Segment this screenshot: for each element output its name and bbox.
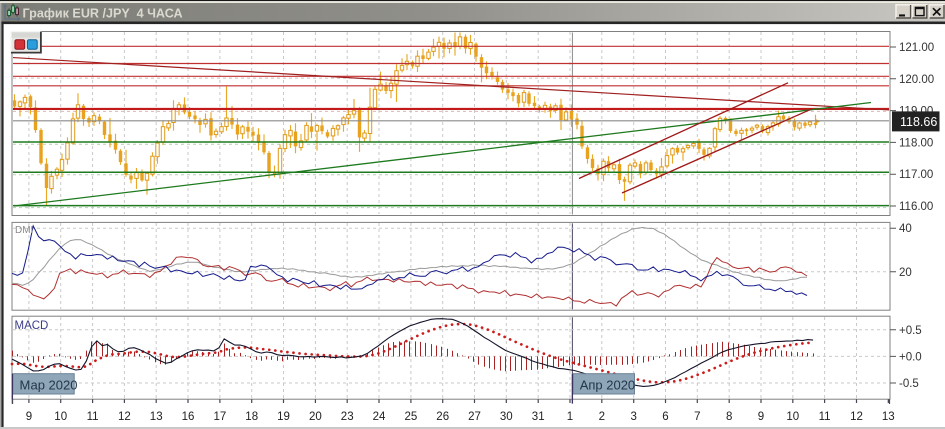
svg-text:10: 10: [786, 411, 799, 423]
svg-text:11: 11: [819, 411, 831, 423]
svg-text:30: 30: [500, 411, 513, 423]
svg-text:19: 19: [277, 411, 290, 423]
svg-text:1: 1: [567, 411, 573, 423]
svg-text:118.66: 118.66: [900, 115, 937, 129]
svg-text:20: 20: [899, 267, 912, 279]
svg-text:120.00: 120.00: [899, 74, 934, 86]
svg-text:117.00: 117.00: [899, 169, 933, 181]
svg-text:13: 13: [150, 411, 163, 423]
svg-text:Апр 2020: Апр 2020: [580, 377, 635, 392]
svg-text:121.00: 121.00: [899, 42, 934, 54]
svg-text:10: 10: [54, 411, 67, 423]
svg-text:12: 12: [118, 411, 131, 423]
svg-text:+0.0: +0.0: [899, 352, 922, 364]
svg-text:DMI: DMI: [15, 225, 33, 236]
svg-text:27: 27: [468, 411, 481, 423]
svg-text:График EUR /JPY 4 ЧАСА: График EUR /JPY 4 ЧАСА: [23, 6, 183, 20]
svg-text:MACD: MACD: [15, 320, 49, 332]
svg-text:20: 20: [309, 411, 322, 423]
svg-text:7: 7: [694, 411, 700, 423]
svg-text:Мар 2020: Мар 2020: [20, 377, 78, 392]
svg-text:26: 26: [436, 411, 449, 423]
svg-text:9: 9: [26, 411, 32, 423]
svg-text:3: 3: [630, 411, 636, 423]
svg-text:9: 9: [758, 411, 764, 423]
svg-text:24: 24: [373, 411, 386, 423]
svg-text:6: 6: [662, 411, 668, 423]
svg-text:16: 16: [182, 411, 195, 423]
svg-text:40: 40: [899, 223, 912, 235]
svg-text:13: 13: [882, 411, 895, 423]
svg-text:118.00: 118.00: [899, 137, 933, 149]
svg-text:116.00: 116.00: [899, 201, 933, 213]
svg-text:18: 18: [245, 411, 258, 423]
svg-text:2: 2: [599, 411, 605, 423]
svg-text:8: 8: [726, 411, 732, 423]
svg-text:25: 25: [405, 411, 418, 423]
svg-text:12: 12: [850, 411, 863, 423]
svg-text:31: 31: [532, 411, 545, 423]
svg-text:23: 23: [341, 411, 354, 423]
svg-text:+0.5: +0.5: [899, 325, 922, 337]
svg-text:-0.5: -0.5: [899, 378, 919, 390]
svg-text:11: 11: [87, 411, 99, 423]
svg-text:17: 17: [214, 411, 227, 423]
